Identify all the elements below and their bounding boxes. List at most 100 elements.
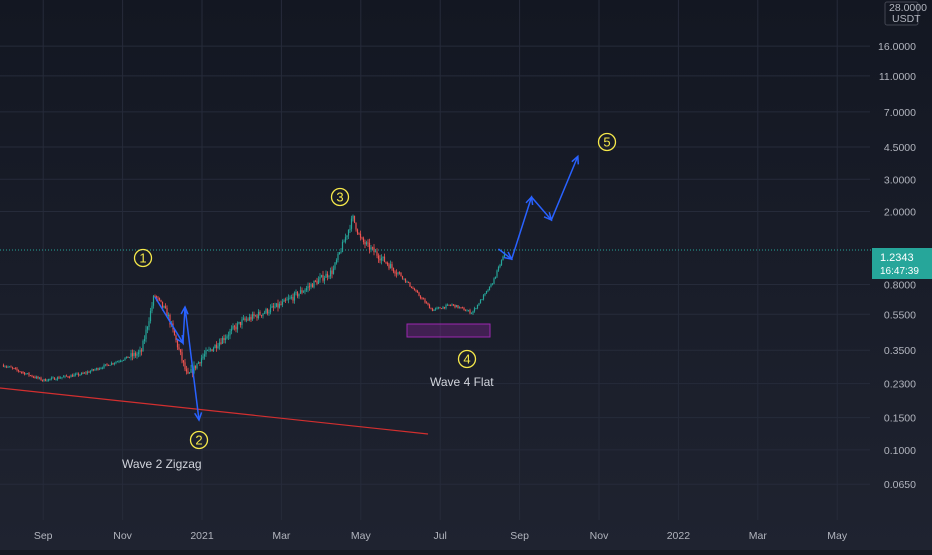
projection-arrowhead (525, 195, 534, 206)
candle-body (491, 283, 494, 285)
zigzag-arrowhead (194, 412, 203, 422)
candle-body (196, 363, 198, 369)
candle-body (107, 364, 110, 366)
x-tick-label: May (351, 530, 372, 542)
x-tick-label: Mar (749, 530, 768, 542)
candle-body (209, 349, 212, 351)
candle-body (223, 338, 225, 341)
candle-body (28, 373, 30, 376)
candle-body (55, 379, 57, 381)
candle-body (272, 306, 275, 308)
candle-body (82, 373, 84, 374)
candle-body (433, 309, 435, 311)
candle-body (85, 372, 87, 374)
candle-body (466, 310, 468, 312)
candle-body (382, 256, 384, 258)
candle-body (80, 373, 83, 375)
candle-body (262, 313, 264, 316)
candle-body (158, 298, 161, 300)
candle-body (329, 270, 332, 277)
wave-4-flat-box (406, 323, 491, 338)
grid (0, 0, 872, 520)
candle-body (383, 256, 386, 262)
candle-body (4, 366, 6, 368)
candle-body (442, 306, 444, 309)
candle-body (349, 228, 351, 230)
candle-body (344, 237, 347, 242)
candle-body (137, 352, 140, 355)
candle-body (218, 342, 221, 347)
candle-body (125, 356, 128, 359)
candle-body (248, 317, 251, 320)
candle-body (359, 233, 362, 238)
candle-body (440, 308, 443, 310)
candle-body (169, 314, 171, 325)
candle-body (416, 290, 419, 293)
candle-body (398, 272, 401, 274)
y-tick-label: 0.1000 (884, 445, 916, 457)
candle-body (245, 319, 248, 321)
candle-body (341, 241, 344, 252)
candle-body (83, 372, 86, 374)
candle-body (347, 229, 350, 236)
candle-body (385, 261, 387, 263)
wave-label-3: 3 (330, 187, 350, 207)
candle-body (467, 310, 470, 312)
candle-body (437, 307, 440, 309)
candle-body (488, 286, 491, 291)
price-axis-header: 28.0000 USDT (884, 1, 927, 26)
candle-body (77, 373, 80, 376)
candle-body (143, 339, 146, 342)
candle-body (469, 310, 471, 314)
candle-body (463, 307, 465, 311)
candle-body (268, 312, 270, 314)
candle-body (86, 371, 89, 374)
y-tick-label: 3.0000 (884, 174, 916, 186)
candle-body (251, 314, 254, 320)
candle-body (176, 340, 179, 348)
candle-body (458, 307, 461, 309)
y-tick-label: 11.0000 (879, 71, 916, 83)
candle-body (127, 356, 129, 358)
candle-body (38, 377, 41, 379)
candle-body (296, 291, 299, 297)
candle-body (353, 215, 356, 223)
wave-2-annotation: Wave 2 Zigzag (122, 457, 202, 471)
candle-body (148, 321, 150, 327)
candle-body (380, 257, 383, 261)
candle-body (224, 338, 227, 341)
candle-body (478, 303, 480, 305)
candle-body (355, 222, 357, 230)
candle-body (319, 277, 321, 280)
candle-body (175, 335, 177, 341)
candle-body (407, 281, 410, 283)
candle-body (439, 307, 441, 309)
candle-body (335, 260, 338, 263)
x-tick-label: Jul (433, 530, 446, 542)
candle-body (79, 374, 81, 376)
zigzag-arrowhead (180, 305, 189, 315)
candle-body (391, 264, 393, 268)
candle-body (334, 262, 336, 269)
candle-body (104, 364, 107, 366)
y-tick-label: 4.5000 (884, 142, 916, 154)
candle-body (455, 305, 458, 308)
candle-body (502, 256, 504, 261)
candle-body (421, 298, 423, 299)
candle-body (116, 361, 119, 363)
candle-body (412, 288, 414, 289)
candle-body (316, 281, 318, 284)
candle-body (304, 290, 306, 292)
candle-body (289, 297, 291, 299)
candle-body (10, 366, 12, 368)
candle-body (443, 306, 446, 309)
candle-body (149, 310, 152, 322)
candle-body (287, 298, 290, 300)
candle-body (20, 371, 23, 373)
candle-body (241, 319, 243, 326)
candle-body (358, 233, 360, 235)
candle-body (151, 305, 153, 311)
candle-body (305, 288, 308, 291)
candle-body (325, 273, 327, 278)
